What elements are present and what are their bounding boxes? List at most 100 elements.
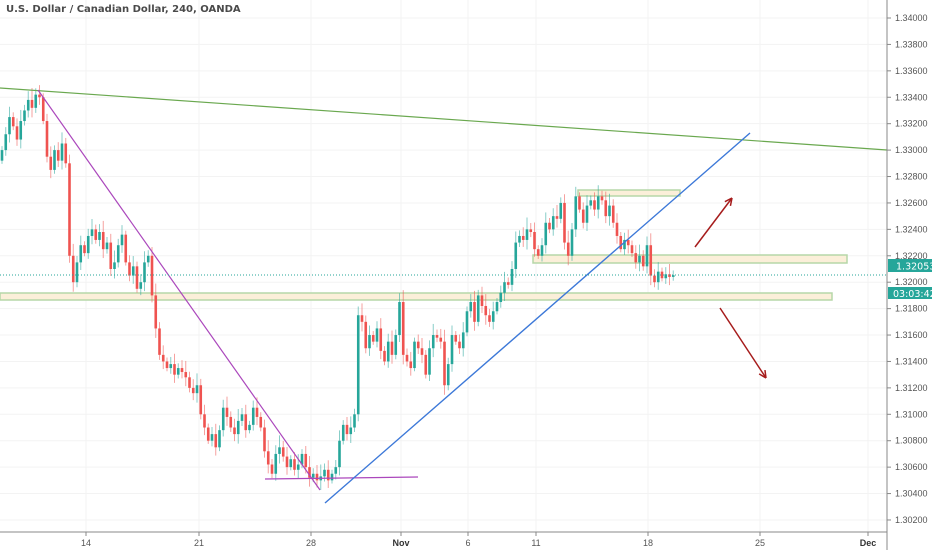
- candle-down: [521, 227, 525, 247]
- drawings-lines: [0, 87, 888, 504]
- candle-down: [653, 269, 656, 288]
- candle-body: [349, 427, 353, 435]
- y-tick-label: 1.32000: [895, 277, 928, 287]
- candle-down: [255, 397, 259, 426]
- candle-body: [131, 266, 135, 276]
- candle-down: [83, 241, 86, 257]
- candle-body: [165, 361, 169, 369]
- candle-down: [308, 456, 311, 487]
- last-price-label: 1.32053: [896, 262, 932, 273]
- candle-up: [131, 256, 135, 284]
- candle-down: [615, 213, 619, 244]
- candle-body: [323, 469, 326, 477]
- candle-body: [184, 372, 188, 378]
- candle-body: [405, 354, 409, 362]
- candle-down: [206, 423, 210, 444]
- candle-up: [503, 271, 506, 302]
- candle-body: [514, 242, 518, 269]
- candle-up: [120, 225, 124, 253]
- candle-body: [420, 348, 424, 355]
- candle-body: [173, 364, 176, 375]
- candle-body: [285, 456, 289, 468]
- candle-body: [338, 440, 341, 468]
- candle-body: [671, 275, 675, 277]
- candle-body: [244, 414, 248, 431]
- candle-body: [521, 235, 525, 240]
- candle-body: [233, 427, 236, 435]
- candle-down: [64, 137, 68, 168]
- y-tick-label: 1.33400: [895, 92, 928, 102]
- candle-down: [529, 223, 533, 238]
- candle-body: [94, 229, 98, 240]
- candle-body: [326, 469, 330, 481]
- candle-up: [525, 217, 529, 250]
- candle-up: [645, 236, 649, 274]
- candle-body: [98, 232, 101, 240]
- candle-up: [398, 293, 401, 343]
- candle-up: [251, 400, 255, 431]
- candle-down: [49, 146, 53, 179]
- candle-body: [383, 350, 386, 362]
- candle-up: [75, 256, 79, 288]
- candle-down: [45, 113, 49, 163]
- candle-body: [195, 385, 199, 394]
- candle-down: [611, 199, 615, 228]
- x-tick-label: 25: [755, 538, 765, 548]
- candle-up: [585, 195, 589, 231]
- candle-down: [548, 217, 551, 234]
- candle-body: [604, 200, 608, 217]
- candle-body: [210, 434, 214, 441]
- candle-down: [484, 294, 488, 325]
- candle-body: [45, 121, 49, 157]
- candle-down: [506, 277, 510, 289]
- candle-body: [529, 229, 533, 233]
- candle-up: [176, 363, 180, 379]
- candle-up: [574, 186, 578, 237]
- candle-body: [454, 335, 458, 342]
- candle-body: [431, 335, 435, 349]
- candle-body: [124, 234, 128, 263]
- candle-body: [214, 434, 218, 448]
- candle-down: [409, 351, 413, 376]
- candle-body: [116, 245, 120, 263]
- candle-down: [11, 112, 15, 131]
- candle-body: [56, 150, 60, 161]
- bearish-arrow-icon: [719, 307, 767, 379]
- candle-up: [544, 212, 548, 254]
- candle-down: [401, 290, 405, 365]
- candle-up: [510, 261, 514, 292]
- candle-down: [173, 353, 176, 383]
- candle-body: [641, 255, 645, 267]
- candle-body: [38, 94, 41, 98]
- candle-body: [484, 305, 488, 316]
- candle-down: [38, 85, 41, 105]
- candle-body: [270, 464, 274, 474]
- support-resistance-zone: [0, 292, 833, 301]
- candle-body: [300, 453, 304, 465]
- price-axis[interactable]: 1.34000 1.33800 1.33600 1.33400 1.33200 1.330…: [887, 13, 928, 525]
- y-tick-label: 1.33600: [895, 66, 928, 76]
- candle-up: [274, 445, 278, 481]
- candle-body: [180, 368, 184, 373]
- candle-body: [334, 467, 338, 474]
- candle-up: [608, 193, 611, 226]
- candle-down: [480, 286, 484, 313]
- candle-body: [146, 255, 150, 263]
- candle-up: [495, 298, 499, 315]
- candle-up: [98, 224, 101, 247]
- candle-down: [259, 412, 263, 432]
- y-tick-label: 1.31200: [895, 383, 928, 393]
- candle-body: [544, 222, 548, 246]
- candle-body: [154, 295, 158, 329]
- candle-down: [536, 245, 540, 259]
- candle-up: [221, 399, 225, 437]
- bullish-arrow-icon: [694, 197, 733, 248]
- candle-body: [548, 222, 551, 230]
- candle-down: [158, 322, 161, 360]
- time-axis[interactable]: 14 21 28 Nov 6 11 18 25 Dec: [81, 532, 876, 548]
- candle-down: [581, 202, 585, 229]
- candle-body: [255, 407, 259, 417]
- candle-up: [60, 132, 64, 170]
- candle-down: [315, 465, 319, 488]
